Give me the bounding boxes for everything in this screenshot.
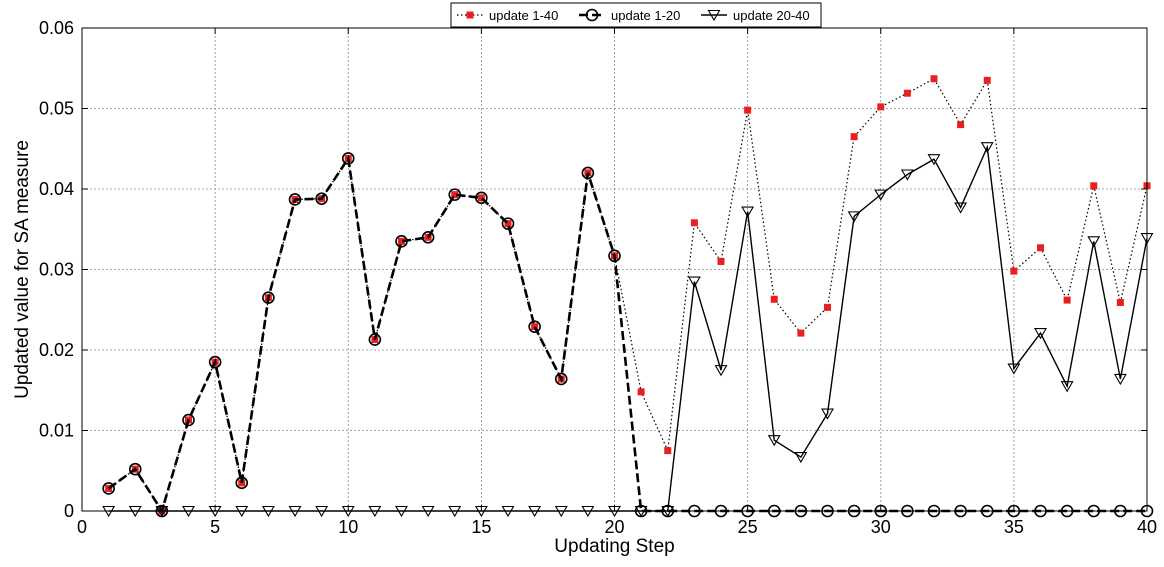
data-point bbox=[398, 237, 405, 245]
data-point bbox=[585, 8, 599, 22]
data-point bbox=[315, 192, 328, 205]
data-point bbox=[980, 142, 994, 154]
data-point bbox=[466, 11, 474, 19]
x-tick-label: 40 bbox=[1137, 517, 1157, 537]
data-point bbox=[744, 106, 752, 114]
data-point bbox=[395, 235, 408, 248]
data-point bbox=[690, 219, 698, 227]
series-layer bbox=[102, 75, 1154, 518]
data-point bbox=[448, 188, 462, 201]
data-point bbox=[262, 291, 275, 304]
data-point bbox=[528, 320, 541, 333]
legend-item: update 1-40 bbox=[457, 8, 558, 23]
data-point bbox=[847, 211, 861, 223]
series-update-20-40 bbox=[102, 142, 1154, 518]
data-point bbox=[637, 388, 645, 396]
legend-label: update 20-40 bbox=[733, 8, 810, 23]
data-point bbox=[451, 191, 459, 199]
legend: update 1-40 update 1-20 update 20-40 bbox=[450, 2, 822, 28]
data-point bbox=[770, 295, 778, 303]
data-point bbox=[664, 447, 672, 455]
data-point bbox=[1007, 363, 1021, 375]
x-tick-label: 35 bbox=[1004, 517, 1024, 537]
legend-item: update 20-40 bbox=[701, 8, 810, 23]
data-point bbox=[1087, 236, 1101, 248]
data-point bbox=[930, 75, 938, 83]
data-point bbox=[341, 152, 355, 165]
data-point bbox=[504, 220, 512, 228]
y-tick-label: 0.01 bbox=[39, 421, 74, 441]
x-tick-label: 25 bbox=[738, 517, 758, 537]
y-tick-label: 0.05 bbox=[39, 99, 74, 119]
x-tick-label: 20 bbox=[604, 517, 624, 537]
data-point bbox=[900, 169, 914, 181]
legend-box bbox=[450, 2, 822, 28]
series-line bbox=[107, 154, 1147, 515]
y-tick-label: 0.02 bbox=[39, 340, 74, 360]
data-point bbox=[475, 191, 488, 205]
data-point bbox=[707, 9, 721, 22]
data-point bbox=[824, 303, 831, 311]
legend-label: update 1-40 bbox=[489, 8, 558, 23]
data-point bbox=[927, 154, 941, 166]
x-tick-label: 0 bbox=[77, 517, 87, 537]
data-point bbox=[531, 323, 539, 331]
data-point bbox=[741, 206, 755, 218]
series-update-1-40 bbox=[105, 75, 1151, 515]
data-point bbox=[1010, 267, 1018, 275]
data-point bbox=[1113, 373, 1127, 386]
data-point bbox=[903, 89, 911, 97]
legend-label: update 1-20 bbox=[611, 8, 680, 23]
x-tick-label: 5 bbox=[210, 517, 220, 537]
data-point bbox=[983, 76, 991, 84]
axis-ticks: 0 5 10 15 20 25 30 35 40 0 0.01 0.02 0.03 0.04 0.05 0.0… bbox=[39, 18, 1157, 537]
y-tick-label: 0 bbox=[64, 501, 74, 521]
y-tick-label: 0.04 bbox=[39, 179, 74, 199]
data-point bbox=[877, 103, 885, 111]
data-point bbox=[1116, 299, 1124, 307]
data-point bbox=[1034, 328, 1047, 340]
data-point bbox=[957, 121, 965, 129]
data-point bbox=[608, 249, 621, 263]
data-point bbox=[687, 276, 701, 288]
data-point bbox=[581, 166, 595, 180]
data-point bbox=[717, 257, 725, 265]
data-point bbox=[128, 462, 142, 476]
data-point bbox=[102, 482, 115, 495]
data-point bbox=[1060, 381, 1074, 393]
x-tick-label: 10 bbox=[338, 517, 358, 537]
data-point bbox=[368, 333, 382, 346]
data-point bbox=[874, 189, 888, 201]
data-point bbox=[714, 365, 728, 377]
data-point bbox=[1090, 182, 1098, 190]
data-point bbox=[421, 231, 435, 244]
data-point bbox=[797, 329, 805, 337]
data-point bbox=[288, 193, 302, 206]
data-point bbox=[235, 476, 249, 490]
data-point bbox=[501, 217, 515, 230]
y-tick-label: 0.06 bbox=[39, 18, 74, 38]
y-tick-label: 0.03 bbox=[39, 260, 74, 280]
data-point bbox=[850, 133, 858, 141]
data-point bbox=[182, 413, 195, 427]
data-point bbox=[954, 202, 968, 214]
data-point bbox=[821, 408, 834, 420]
data-point bbox=[208, 355, 222, 369]
x-axis-label: Updating Step bbox=[554, 536, 674, 557]
data-point bbox=[1037, 244, 1044, 252]
data-point bbox=[477, 194, 485, 202]
x-tick-label: 15 bbox=[471, 517, 491, 537]
legend-item: update 1-20 bbox=[579, 8, 680, 23]
data-point bbox=[1063, 296, 1071, 304]
data-point bbox=[554, 372, 568, 386]
grid bbox=[82, 28, 1147, 511]
data-point bbox=[794, 452, 808, 464]
y-axis-label: Updated value for SA measure bbox=[12, 140, 33, 399]
x-tick-label: 30 bbox=[871, 517, 891, 537]
data-point bbox=[767, 435, 781, 447]
